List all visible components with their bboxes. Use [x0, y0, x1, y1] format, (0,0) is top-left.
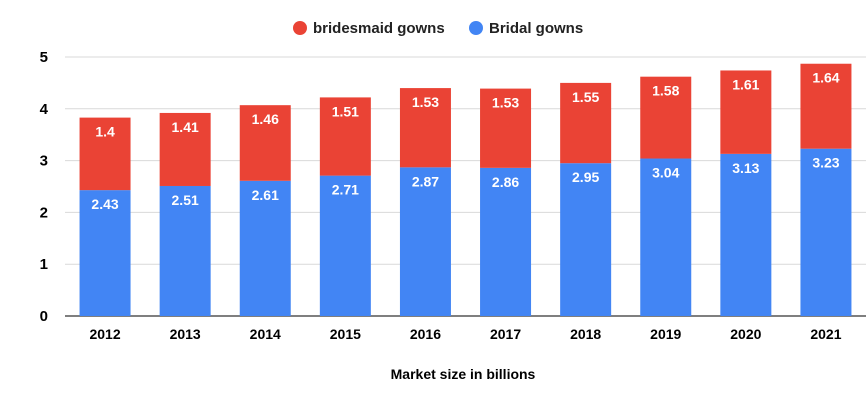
y-tick-label: 5: [40, 49, 48, 66]
data-label-bridal-gowns-2020: 3.13: [732, 160, 759, 176]
x-tick-label: 2020: [730, 326, 761, 342]
data-label-bridesmaid-gowns-2018: 1.55: [572, 89, 599, 105]
y-axis: 0 1 2 3 4 5: [40, 49, 49, 325]
data-label-bridesmaid-gowns-2019: 1.58: [652, 83, 679, 99]
x-tick-label: 2012: [89, 326, 120, 342]
y-tick-label: 3: [40, 153, 48, 170]
data-label-bridesmaid-gowns-2021: 1.64: [812, 70, 839, 86]
data-label-bridesmaid-gowns-2012: 1.4: [95, 124, 115, 140]
data-label-bridal-gowns-2017: 2.86: [492, 174, 519, 190]
data-label-bridal-gowns-2016: 2.87: [412, 173, 439, 189]
bar-bridal-gowns-2019[interactable]: [640, 158, 692, 316]
data-label-bridesmaid-gowns-2013: 1.41: [172, 119, 199, 135]
bar-bridal-gowns-2013[interactable]: [159, 185, 211, 316]
bar-bridal-gowns-2017[interactable]: [480, 167, 532, 316]
bar-bridesmaid-gowns-2014[interactable]: [239, 105, 291, 181]
bar-bridesmaid-gowns-2021[interactable]: [800, 63, 852, 149]
x-tick-label: 2013: [170, 326, 201, 342]
x-tick-label: 2017: [490, 326, 521, 342]
bar-bridal-gowns-2015[interactable]: [319, 175, 371, 316]
y-tick-label: 1: [40, 256, 48, 273]
x-axis-title: Market size in billions: [391, 366, 536, 382]
bar-bridesmaid-gowns-2017[interactable]: [480, 88, 532, 168]
bar-bridal-gowns-2021[interactable]: [800, 148, 852, 316]
bar-bridesmaid-gowns-2015[interactable]: [319, 97, 371, 176]
bar-bridesmaid-gowns-2012[interactable]: [79, 117, 131, 191]
bar-bridal-gowns-2018[interactable]: [560, 163, 612, 316]
bar-bridal-gowns-2012[interactable]: [79, 190, 131, 316]
bar-bridesmaid-gowns-2016[interactable]: [399, 88, 451, 168]
data-label-bridal-gowns-2013: 2.51: [172, 192, 199, 208]
legend-label-bridal-gowns[interactable]: Bridal gowns: [489, 20, 583, 37]
x-tick-label: 2021: [810, 326, 841, 342]
bar-bridal-gowns-2020[interactable]: [720, 153, 772, 316]
data-label-bridesmaid-gowns-2020: 1.61: [732, 76, 759, 92]
bar-bridesmaid-gowns-2018[interactable]: [560, 82, 612, 164]
data-label-bridal-gowns-2012: 2.43: [91, 196, 118, 212]
data-label-bridal-gowns-2019: 3.04: [652, 165, 679, 181]
data-label-bridal-gowns-2014: 2.61: [252, 187, 279, 203]
bar-bridesmaid-gowns-2020[interactable]: [720, 70, 772, 154]
bar-bridal-gowns-2014[interactable]: [239, 180, 291, 316]
x-tick-label: 2015: [330, 326, 361, 342]
data-label-bridesmaid-gowns-2016: 1.53: [412, 94, 439, 110]
x-axis: 2012 2013 2014 2015 2016 2017 2018 2019 2020 2021: [89, 326, 841, 342]
legend: bridesmaid gowns Bridal gowns: [293, 20, 583, 37]
legend-label-bridesmaid-gowns[interactable]: bridesmaid gowns: [313, 20, 445, 37]
bar-bridesmaid-gowns-2013[interactable]: [159, 112, 211, 186]
x-tick-label: 2016: [410, 326, 441, 342]
data-label-bridesmaid-gowns-2015: 1.51: [332, 103, 359, 119]
x-tick-label: 2018: [570, 326, 601, 342]
legend-marker-bridal-gowns: [469, 21, 483, 35]
y-tick-label: 2: [40, 204, 48, 221]
legend-marker-bridesmaid-gowns: [293, 21, 307, 35]
data-labels: 2.43 1.4 2.51 1.41 2.61 1.46 2.71 1.51 2.87 1.53 2…: [91, 70, 839, 212]
y-tick-label: 4: [40, 101, 49, 118]
data-label-bridal-gowns-2015: 2.71: [332, 182, 359, 198]
x-tick-label: 2014: [250, 326, 281, 342]
bar-bridal-gowns-2016[interactable]: [399, 167, 451, 316]
data-label-bridesmaid-gowns-2014: 1.46: [252, 111, 279, 127]
data-label-bridesmaid-gowns-2017: 1.53: [492, 95, 519, 111]
data-label-bridal-gowns-2021: 3.23: [812, 155, 839, 171]
y-tick-label: 0: [40, 308, 48, 325]
data-label-bridal-gowns-2018: 2.95: [572, 169, 599, 185]
bar-bridesmaid-gowns-2019[interactable]: [640, 76, 692, 159]
x-tick-label: 2019: [650, 326, 681, 342]
bars: [79, 63, 852, 316]
